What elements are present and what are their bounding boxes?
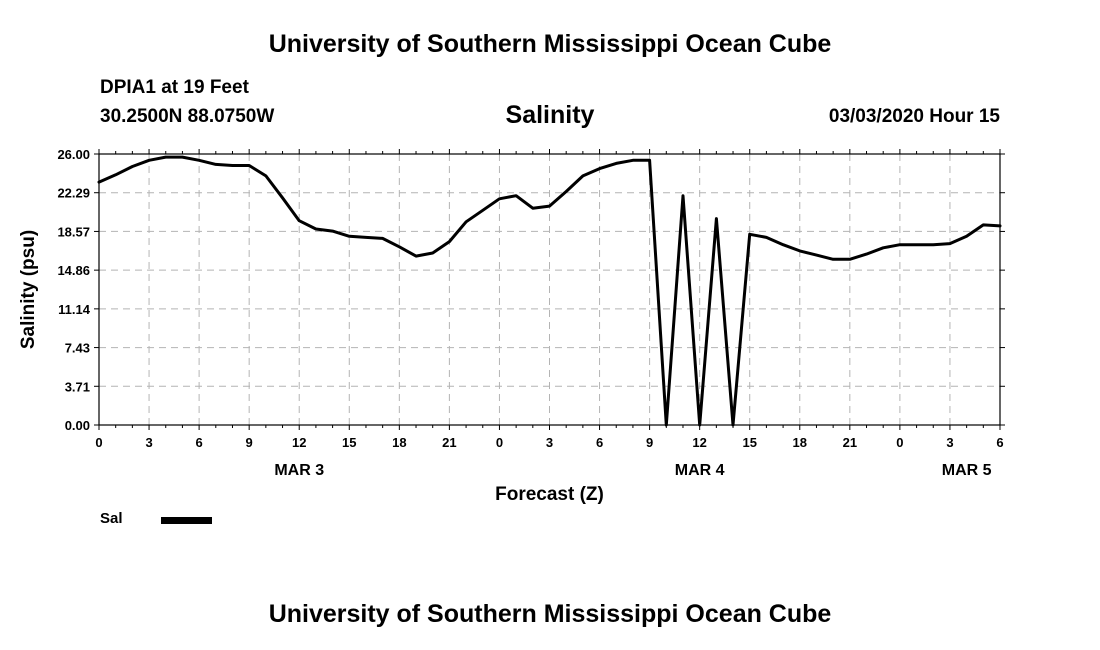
x-tick-label: 18 (793, 435, 807, 450)
y-tick-label: 26.00 (57, 147, 90, 162)
x-tick-label: 6 (195, 435, 202, 450)
x-tick-label: 12 (292, 435, 306, 450)
y-tick-label: 11.14 (58, 302, 91, 317)
y-tick-label: 18.57 (57, 224, 90, 239)
x-tick-label: 18 (392, 435, 406, 450)
y-axis-title: Salinity (psu) (18, 230, 39, 349)
y-tick-label: 22.29 (57, 186, 90, 201)
x-tick-label: 9 (246, 435, 253, 450)
x-tick-label: 15 (742, 435, 756, 450)
chart-title: Salinity (505, 101, 595, 129)
y-tick-label: 0.00 (65, 418, 90, 433)
x-tick-label: 0 (896, 435, 903, 450)
x-day-label: MAR 5 (942, 462, 992, 479)
x-tick-label: 9 (646, 435, 653, 450)
page-title: University of Southern Mississippi Ocean… (268, 30, 832, 58)
x-tick-label: 0 (95, 435, 102, 450)
station-coordinates: 30.2500N 88.0750W (100, 106, 275, 127)
x-tick-label: 0 (496, 435, 503, 450)
x-tick-label: 6 (996, 435, 1003, 450)
legend-swatch (161, 517, 212, 524)
salinity-series-line (97, 155, 1002, 427)
forecast-timestamp: 03/03/2020 Hour 15 (828, 106, 1000, 127)
x-tick-label: 3 (946, 435, 953, 450)
y-tick-label: 14.86 (57, 263, 90, 278)
y-tick-label: 7.43 (65, 341, 90, 356)
x-tick-label: 15 (342, 435, 356, 450)
x-tick-label: 3 (145, 435, 152, 450)
x-day-label: MAR 4 (675, 462, 725, 479)
y-tick-label: 3.71 (65, 379, 90, 394)
x-tick-label: 21 (442, 435, 456, 450)
x-tick-label: 12 (692, 435, 706, 450)
station-label: DPIA1 at 19 Feet (100, 77, 249, 98)
x-tick-label: 3 (546, 435, 553, 450)
x-axis-title: Forecast (Z) (495, 484, 604, 505)
x-tick-label: 21 (843, 435, 857, 450)
footer-title: University of Southern Mississippi Ocean… (268, 600, 832, 628)
x-day-label: MAR 3 (274, 462, 324, 479)
legend-label: Sal (100, 510, 123, 527)
x-tick-label: 6 (596, 435, 603, 450)
